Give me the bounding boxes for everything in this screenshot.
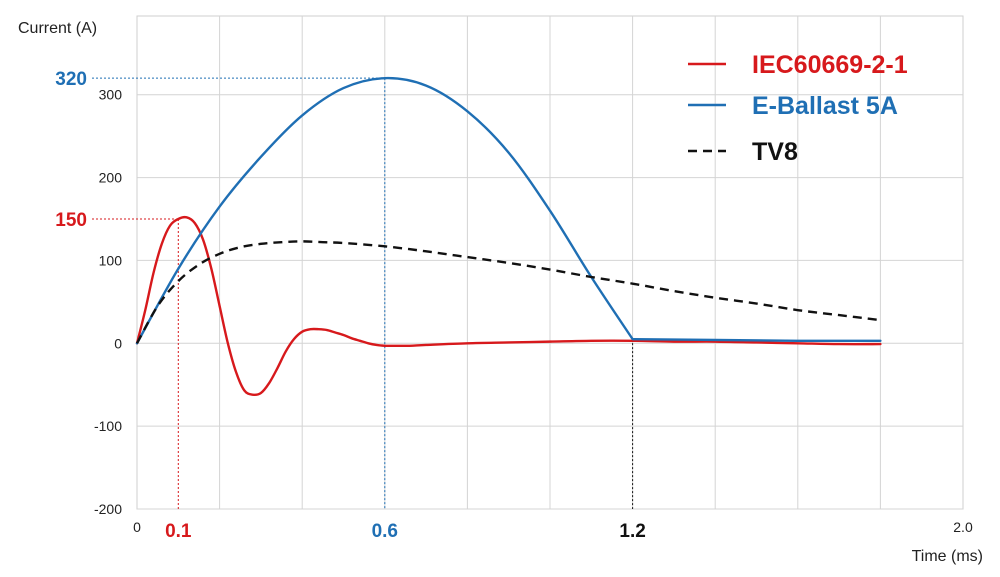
annotation-label-x: 1.2 bbox=[619, 521, 645, 542]
series bbox=[135, 76, 882, 397]
annotation-labels: 320 0.6 150 0.1 1.2 bbox=[55, 69, 646, 542]
y-tick-label: -100 bbox=[94, 418, 122, 434]
series-line-tv8 bbox=[135, 240, 881, 344]
y-tick-label: 300 bbox=[99, 87, 123, 103]
series-line-e-ballast-5a bbox=[135, 76, 882, 345]
x-axis-title: Time (ms) bbox=[912, 548, 983, 565]
annotation-label-y: 150 bbox=[55, 210, 87, 231]
tick-labels: 300 200 100 0 -100 -200 0 2.0 bbox=[94, 87, 973, 535]
y-tick-label: 0 bbox=[114, 335, 122, 351]
legend-label: TV8 bbox=[752, 138, 798, 166]
legend-label: IEC60669-2-1 bbox=[752, 51, 908, 79]
annotation-label-y: 320 bbox=[55, 69, 87, 90]
y-tick-label: 200 bbox=[99, 170, 123, 186]
series-line-iec60669-2-1 bbox=[135, 215, 882, 397]
y-tick-label: 100 bbox=[99, 252, 123, 268]
legend: IEC60669-2-1 E-Ballast 5A TV8 bbox=[688, 51, 908, 166]
x-tick-label: 2.0 bbox=[953, 519, 973, 535]
x-tick-label: 0 bbox=[133, 519, 141, 535]
y-tick-label: -200 bbox=[94, 501, 122, 517]
legend-label: E-Ballast 5A bbox=[752, 92, 898, 120]
y-axis-title: Current (A) bbox=[18, 20, 97, 37]
annotation-label-x: 0.1 bbox=[165, 521, 192, 542]
annotation-label-x: 0.6 bbox=[372, 521, 398, 542]
